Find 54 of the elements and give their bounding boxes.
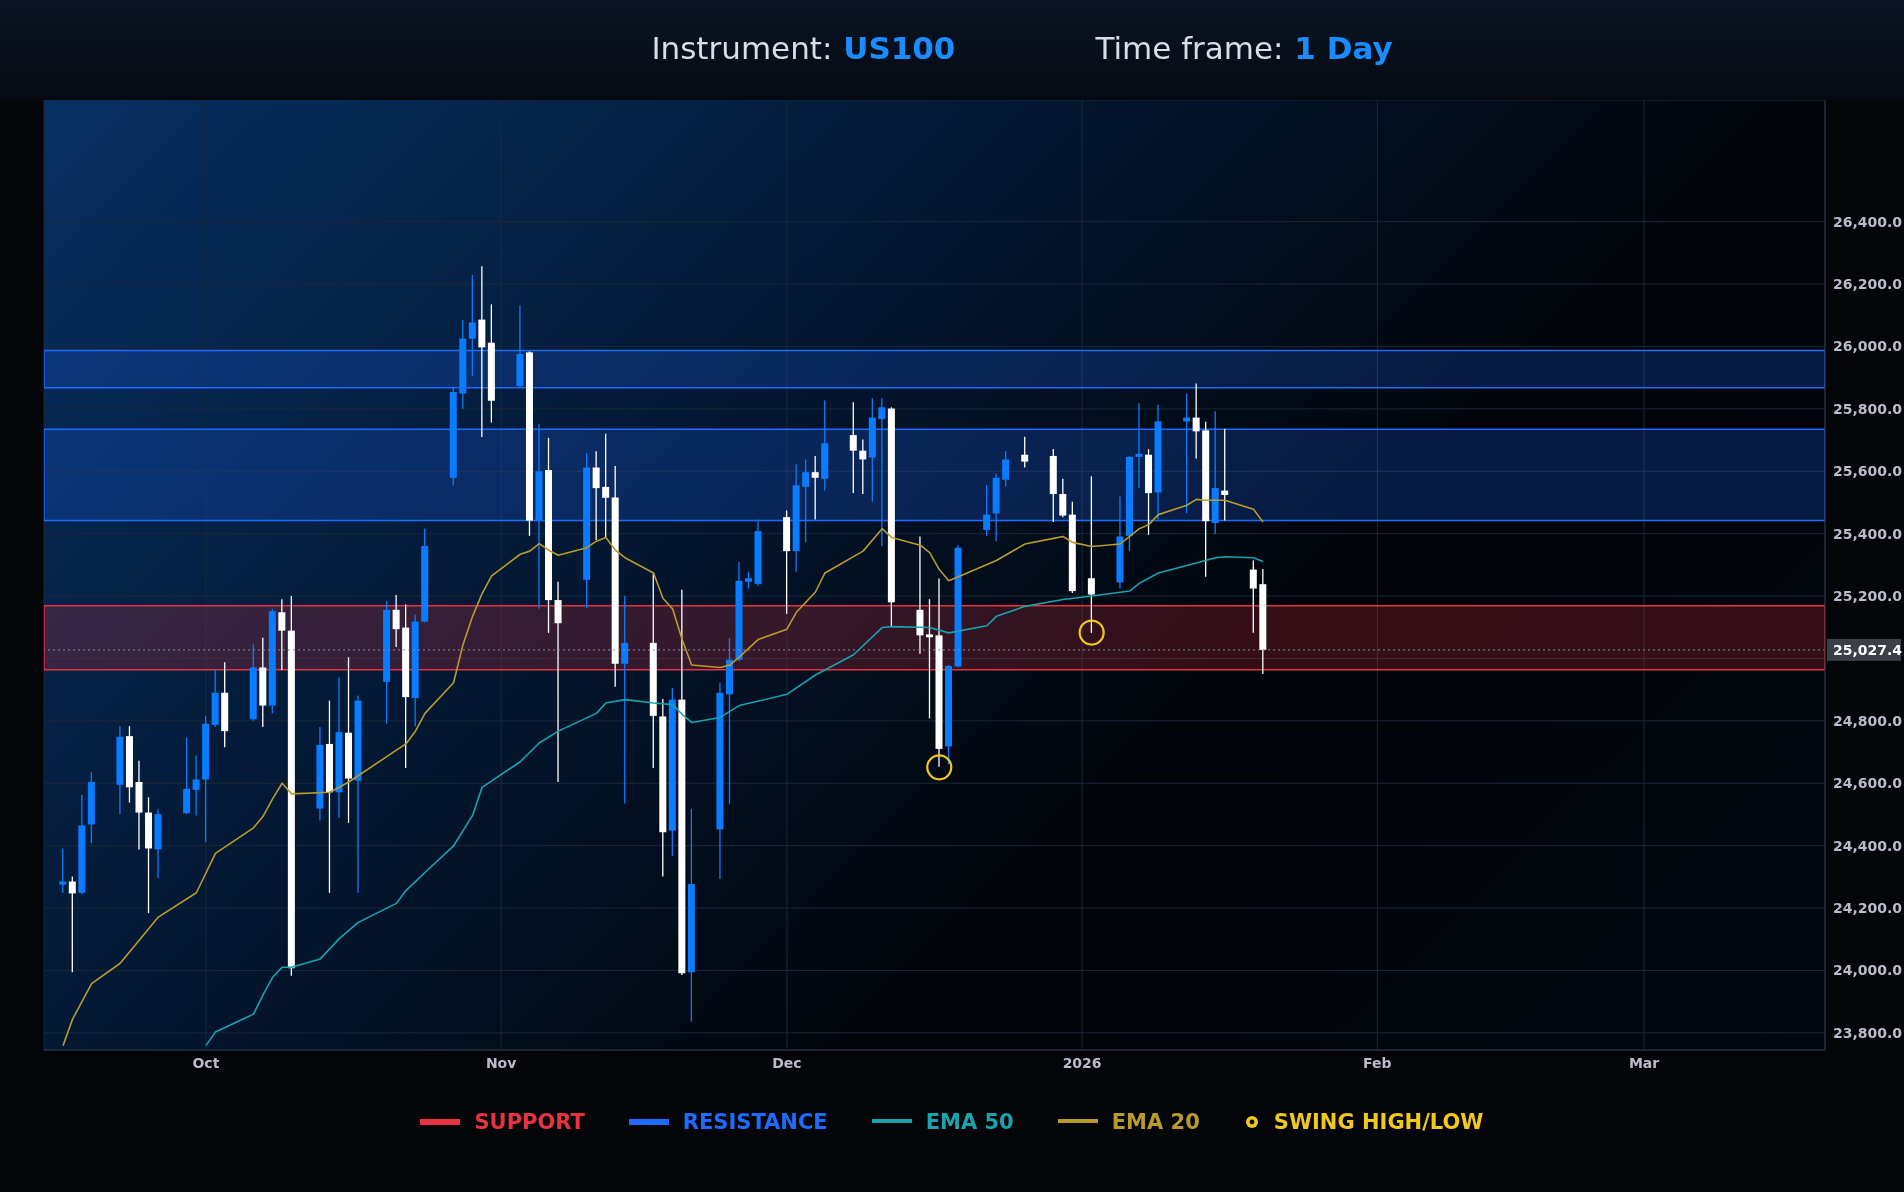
- legend-label: RESISTANCE: [682, 1110, 828, 1134]
- candlestick: [1087, 475, 1095, 634]
- x-tick-label: Nov: [485, 1054, 517, 1071]
- candlestick: [878, 397, 886, 547]
- x-tick-label: 2026: [1062, 1054, 1102, 1071]
- candlestick: [68, 875, 76, 973]
- candlestick: [278, 598, 286, 671]
- candlestick: [392, 594, 400, 648]
- x-tick-label: Feb: [1363, 1054, 1392, 1071]
- chart-subtitle: Time frame: 1 Day: [1095, 30, 1393, 66]
- candlestick: [983, 484, 991, 537]
- legend-label: SUPPORT: [474, 1110, 585, 1134]
- candlestick: [1002, 450, 1010, 488]
- y-tick-label: 25,800.0: [1833, 400, 1903, 417]
- y-tick-label: 25,200.0: [1833, 588, 1903, 605]
- candlestick: [621, 595, 629, 805]
- candlestick: [554, 581, 562, 783]
- y-tick-label: 24,400.0: [1833, 837, 1903, 854]
- candlestick: [192, 754, 200, 817]
- candlestick: [1221, 428, 1229, 522]
- y-tick-label: 24,200.0: [1833, 900, 1903, 917]
- candlestick: [925, 598, 933, 720]
- candlestick: [802, 458, 810, 544]
- y-tick-label: 24,800.0: [1833, 712, 1903, 729]
- candlestick: [849, 401, 857, 494]
- legend-label: EMA 20: [1111, 1110, 1200, 1134]
- y-tick-label: 24,600.0: [1833, 775, 1903, 792]
- candlestick: [1021, 435, 1029, 469]
- chart-title: Instrument: US100: [651, 30, 956, 66]
- y-tick-label: 26,000.0: [1833, 338, 1903, 355]
- x-tick-label: Mar: [1628, 1054, 1660, 1071]
- y-tick-label: 25,400.0: [1833, 525, 1903, 542]
- candlestick: [1059, 478, 1067, 518]
- candlestick: [1135, 402, 1143, 489]
- line-series: [62, 498, 1264, 1047]
- y-tick-label: 26,400.0: [1833, 213, 1903, 230]
- candlestick: [602, 433, 610, 539]
- line-series: [205, 555, 1264, 1047]
- candlestick: [59, 847, 67, 894]
- candlestick: [592, 450, 600, 541]
- x-tick-label: Dec: [772, 1054, 802, 1071]
- legend-label: EMA 50: [925, 1110, 1014, 1134]
- candlestick: [859, 438, 867, 495]
- x-tick-label: Oct: [192, 1054, 220, 1071]
- candlestick: [1192, 382, 1200, 460]
- y-tick-label: 25,600.0: [1833, 463, 1903, 480]
- candlestick: [811, 455, 819, 521]
- ref-line-label: 25,027.4: [1833, 641, 1903, 658]
- candlestick: [1249, 559, 1257, 634]
- legend-label: SWING HIGH/LOW: [1273, 1110, 1484, 1134]
- y-tick-label: 23,800.0: [1833, 1024, 1903, 1041]
- candlestick: [468, 274, 476, 377]
- y-tick-label: 26,200.0: [1833, 276, 1903, 293]
- y-tick-label: 24,000.0: [1833, 962, 1903, 979]
